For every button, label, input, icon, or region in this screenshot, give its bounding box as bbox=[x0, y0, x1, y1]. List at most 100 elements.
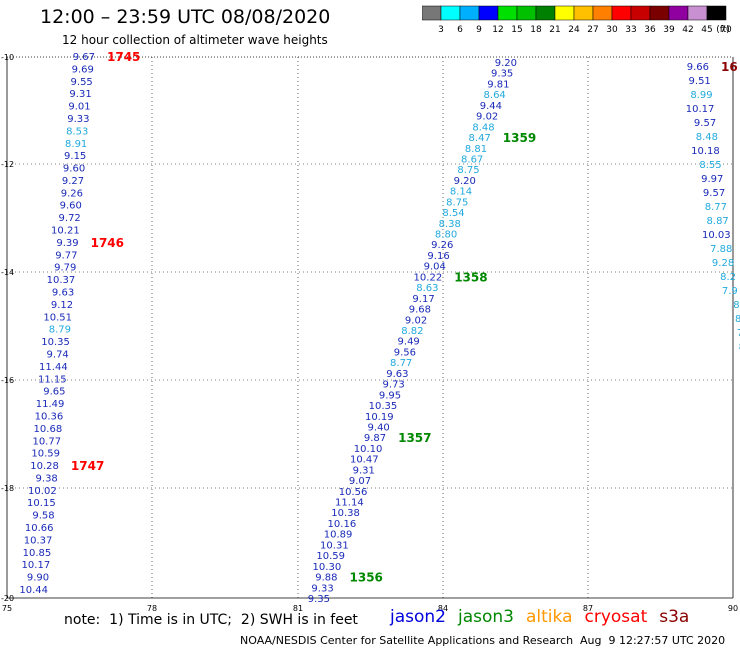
wave-height-value: 8.91 bbox=[65, 139, 87, 150]
colorbar-label: 3 bbox=[438, 25, 444, 35]
colorbar-label: 27 bbox=[587, 25, 598, 35]
wave-height-value: 7 bbox=[737, 328, 740, 339]
wave-height-value: 9.31 bbox=[353, 465, 375, 476]
wave-height-value: 10.35 bbox=[369, 401, 398, 412]
wave-height-value: 8.64 bbox=[484, 90, 506, 101]
wave-height-value: 10.31 bbox=[320, 540, 349, 551]
wave-height-value: 9.58 bbox=[32, 511, 54, 522]
satellite-legend: jason2 jason3 altika cryosat s3a bbox=[390, 607, 701, 627]
wave-height-value: 9.35 bbox=[491, 69, 513, 80]
wave-height-value: 8 bbox=[735, 314, 740, 325]
wave-height-value: 9.55 bbox=[71, 77, 93, 88]
wave-height-value: 10.56 bbox=[339, 487, 368, 498]
wave-height-value: 8.14 bbox=[450, 187, 472, 198]
wave-height-value: 9.97 bbox=[701, 174, 723, 185]
wave-height-value: 9.57 bbox=[703, 188, 725, 199]
satellite-cryosat: cryosat bbox=[584, 607, 648, 627]
wave-height-value: 8.38 bbox=[439, 219, 461, 230]
wave-height-value: 10.22 bbox=[414, 272, 443, 283]
wave-height-value: 9.12 bbox=[51, 300, 73, 311]
wave-height-value: 10.66 bbox=[25, 523, 54, 534]
wave-height-value: 9.44 bbox=[480, 101, 502, 112]
wave-height-value: 10.44 bbox=[19, 585, 48, 596]
wave-height-value: 8.48 bbox=[696, 132, 718, 143]
wave-height-value: 8.54 bbox=[442, 208, 464, 219]
time-label: 16 bbox=[721, 60, 738, 74]
wave-height-value: 8.2 bbox=[720, 272, 736, 283]
wave-height-value: 8.77 bbox=[390, 358, 412, 369]
colorbar-label: 24 bbox=[568, 25, 580, 35]
time-label: 1359 bbox=[503, 131, 536, 145]
satellite-altika: altika bbox=[526, 607, 573, 627]
wave-height-value: 11.44 bbox=[39, 362, 68, 373]
wave-height-value: 9.31 bbox=[69, 89, 91, 100]
wave-height-value: 9.17 bbox=[412, 294, 434, 305]
wave-height-value: 10.10 bbox=[354, 444, 383, 455]
wave-height-value: 9.38 bbox=[36, 473, 58, 484]
satellite-s3a: s3a bbox=[659, 607, 690, 627]
wave-height-value: 10.17 bbox=[22, 560, 51, 571]
wave-height-value: 10.59 bbox=[316, 551, 345, 562]
credit-text: NOAA/NESDIS Center for Satellite Applica… bbox=[240, 634, 574, 647]
colorbar-label: 33 bbox=[625, 25, 636, 35]
wave-height-value: 10.38 bbox=[331, 508, 360, 519]
colorbar-swatch bbox=[706, 5, 727, 21]
wave-height-value: 9.07 bbox=[349, 476, 371, 487]
time-label: 1745 bbox=[107, 50, 140, 64]
wave-height-value: 10.37 bbox=[47, 275, 76, 286]
wave-height-value: 9.39 bbox=[56, 238, 78, 249]
x-tick-label: 75 bbox=[2, 604, 12, 613]
satellite-jason3: jason3 bbox=[458, 607, 514, 627]
wave-height-value: 9.95 bbox=[379, 390, 401, 401]
wave-height-value: 10.19 bbox=[365, 412, 394, 423]
wave-height-value: 11.15 bbox=[38, 374, 67, 385]
wave-height-value: 9.72 bbox=[59, 213, 81, 224]
wave-height-value: 9.33 bbox=[67, 114, 89, 125]
wave-height-value: 9.26 bbox=[431, 240, 453, 251]
wave-height-value: 9.81 bbox=[487, 79, 509, 90]
page-title: 12:00 – 23:59 UTC 08/08/2020 bbox=[40, 6, 331, 28]
wave-height-value: 10.68 bbox=[34, 424, 63, 435]
wave-height-value: 10.47 bbox=[350, 455, 379, 466]
colorbar-unit: (ft) bbox=[716, 25, 730, 35]
colorbar-label: 15 bbox=[511, 25, 522, 35]
satellite-jason2: jason2 bbox=[390, 607, 446, 627]
wave-height-value: 9.15 bbox=[64, 151, 86, 162]
x-tick-label: 87 bbox=[583, 604, 593, 613]
wave-height-value: 9.27 bbox=[62, 176, 84, 187]
y-tick-label: -18 bbox=[1, 484, 14, 493]
wave-height-value: 9.04 bbox=[424, 262, 446, 273]
wave-height-value: 9.02 bbox=[405, 315, 427, 326]
colorbar-label: 30 bbox=[606, 25, 618, 35]
wave-height-value: 9.87 bbox=[364, 433, 386, 444]
wave-height-value: 10.36 bbox=[35, 412, 64, 423]
track-t0: 9.679.69 9.559.31 9.019.338.53 8.919.15 9.60… bbox=[19, 50, 140, 596]
wave-height-value: 8.47 bbox=[469, 133, 491, 144]
wave-height-value: 8.99 bbox=[690, 90, 712, 101]
wave-height-value: 10.77 bbox=[32, 436, 61, 447]
colorbar-label: 70 bbox=[720, 25, 732, 35]
colorbar-label: 12 bbox=[492, 25, 503, 35]
wave-height-value: 10.51 bbox=[43, 312, 72, 323]
wave-height-value: 9.35 bbox=[308, 594, 330, 605]
wave-height-value: 9.63 bbox=[52, 288, 74, 299]
wave-height-value: 8.75 bbox=[457, 165, 479, 176]
y-tick-label: -14 bbox=[1, 268, 14, 277]
wave-height-value: 10.30 bbox=[313, 562, 342, 573]
time-label: 1746 bbox=[91, 236, 124, 250]
colorbar-label: 42 bbox=[682, 25, 693, 35]
wave-height-value: 10.18 bbox=[691, 146, 720, 157]
wave-height-value: 7.9 bbox=[722, 286, 738, 297]
wave-height-value: 9.68 bbox=[409, 305, 431, 316]
wave-height-value: 9.20 bbox=[495, 58, 517, 69]
y-tick-label: -20 bbox=[1, 594, 14, 603]
colorbar-label: 39 bbox=[663, 25, 675, 35]
wave-height-value: 10.15 bbox=[27, 498, 56, 509]
wave-height-value: 9.56 bbox=[394, 347, 416, 358]
wave-height-value: 8.87 bbox=[707, 216, 729, 227]
x-tick-label: 84 bbox=[438, 604, 448, 613]
wave-height-value: 7.88 bbox=[710, 244, 732, 255]
wave-height-value: 9.66 bbox=[687, 62, 709, 73]
wave-height-value: 9.02 bbox=[476, 112, 498, 123]
wave-height-value: 9.57 bbox=[694, 118, 716, 129]
